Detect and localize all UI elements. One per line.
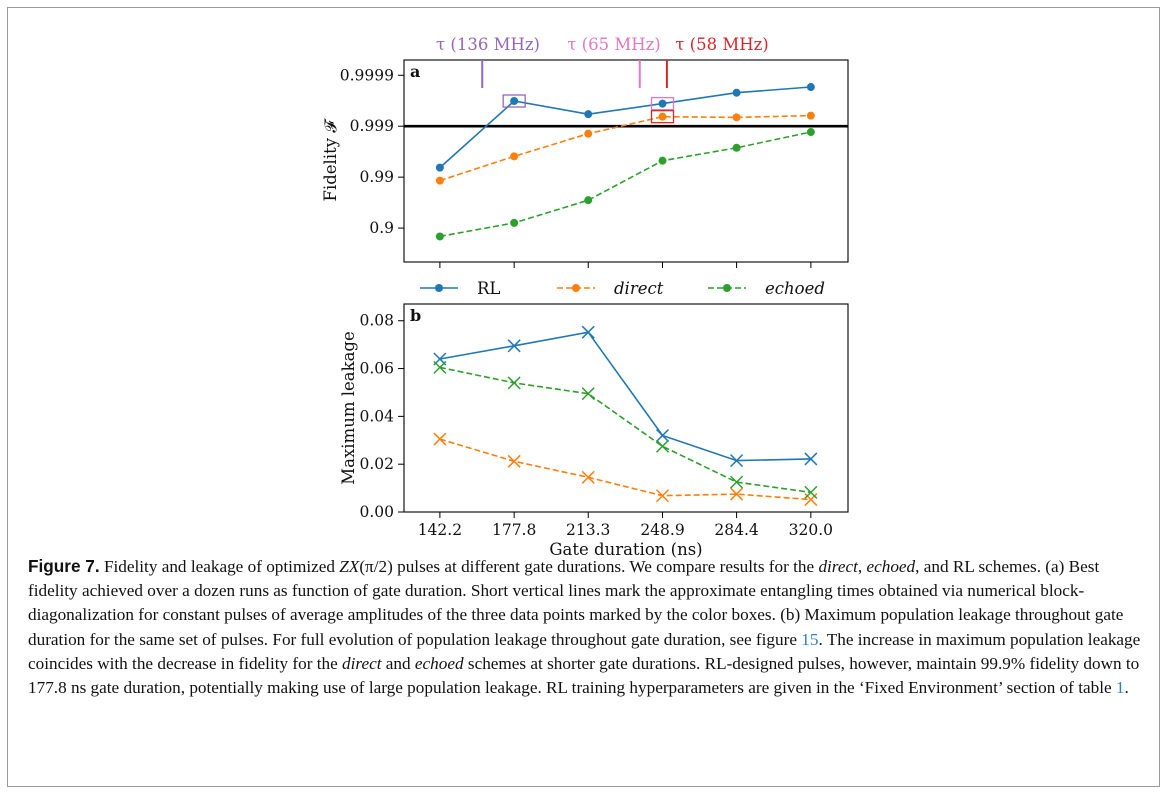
figure-caption: Figure 7. Fidelity and leakage of optimi… — [28, 554, 1143, 700]
panel-a-echoed-point — [658, 156, 667, 165]
caption-text-8: . — [1124, 678, 1129, 698]
panel-a-series-echoed-line — [439, 131, 812, 238]
panel-b-echoed-marker — [581, 387, 595, 401]
panel-a-RL-point — [584, 110, 593, 119]
tau-marker-label: τ (136 MHz) — [436, 35, 540, 54]
panel-b-series-RL-line — [439, 331, 811, 462]
legend-marker-RL — [435, 284, 443, 292]
figure-frame — [7, 7, 1160, 787]
tau-marker-label: τ (58 MHz) — [675, 35, 768, 54]
panel-b-echoed-marker — [433, 360, 447, 374]
figure-svg: a 0.9 0.99 0.999 0.9999 Fidelity 𝓕 τ (136 MHz)… — [321, 35, 849, 559]
panel-b-x-tick-label: 248.9 — [640, 521, 684, 539]
tau-marker-label: τ (65 MHz) — [567, 35, 660, 54]
highlight-box — [502, 94, 526, 108]
panel-a-direct-point — [435, 176, 444, 185]
caption-text-1: Fidelity and leakage of optimized — [99, 557, 340, 576]
panel-b-RL-marker — [730, 454, 744, 468]
panel-b-RL-marker — [507, 339, 521, 353]
panel-a-y-tick-label: 0.9 — [369, 219, 394, 237]
panel-a-direct-point — [584, 129, 593, 138]
panel-b-x-tick-label: 213.3 — [566, 521, 610, 539]
panel-b-direct-marker — [581, 470, 595, 484]
caption-text-2: (π/2) pulses at different gate durations… — [359, 557, 819, 576]
panel-b-echoed-marker — [730, 475, 744, 489]
panel-b-x-tick-label: 320.0 — [789, 521, 833, 539]
panel-a-y-axis-label: Fidelity 𝓕 — [321, 117, 340, 202]
panel-b-echoed-marker — [507, 376, 521, 390]
panel-b-y-axis-label: Maximum leakage — [339, 331, 358, 485]
caption-direct-2: direct — [342, 653, 382, 673]
panel-a-series-RL-line — [439, 86, 811, 169]
panel-b-y-tick-label: 0.02 — [359, 455, 394, 473]
panel-b-x-tick-label: 142.2 — [418, 521, 462, 539]
panel-a-RL-point — [510, 97, 519, 106]
highlight-box — [650, 110, 675, 124]
caption-zx: ZX — [339, 557, 360, 576]
panel-a-RL-point — [732, 88, 741, 97]
highlight-box — [650, 96, 675, 111]
caption-label: Figure 7. — [28, 556, 100, 576]
panel-b-RL-marker — [655, 428, 670, 443]
panel-b-label: b — [410, 306, 421, 325]
caption-text-6: and — [381, 653, 415, 673]
panel-a-direct-point — [732, 113, 741, 122]
legend-label-echoed: echoed — [765, 279, 825, 298]
panel-b-RL-marker — [581, 325, 595, 339]
panel-a-y-tick-label: 0.99 — [359, 168, 394, 186]
panel-a-y-tick-label: 0.999 — [350, 117, 394, 135]
panel-b-axes-frame — [403, 303, 849, 513]
panel-b-direct-marker — [433, 432, 447, 446]
figure-15-link[interactable]: 15 — [801, 629, 819, 649]
panel-b-direct-marker — [655, 489, 670, 503]
panel-b-y-tick-label: 0.04 — [359, 407, 394, 425]
legend-marker-echoed — [723, 284, 731, 292]
table-1-link[interactable]: 1 — [1115, 678, 1125, 698]
panel-a-echoed-point — [806, 128, 815, 137]
panel-b-direct-marker — [730, 487, 744, 501]
panel-a-direct-point — [510, 152, 519, 161]
caption-direct: direct — [818, 557, 858, 576]
panel-b-y-tick-label: 0.06 — [359, 360, 394, 378]
panel-a-RL-point — [806, 83, 815, 92]
panel-b-direct-marker — [507, 454, 521, 468]
panel-b-y-tick-label: 0.00 — [359, 503, 394, 521]
caption-text-3: , — [857, 557, 867, 576]
caption-text-5: . The increase in maximum population lea… — [28, 629, 1141, 673]
panel-b-RL-marker — [804, 452, 818, 466]
panel-a-direct-point — [806, 111, 815, 120]
panel-a-direct-point — [658, 112, 667, 121]
legend-label-RL: RL — [477, 279, 500, 298]
legend-label-direct: direct — [614, 279, 664, 298]
panel-a-echoed-point — [435, 232, 444, 241]
panel-b-y-tick-label: 0.08 — [359, 312, 394, 330]
panel-a-y-tick-label: 0.9999 — [340, 66, 394, 84]
caption-echoed: echoed — [866, 557, 916, 576]
panel-b-echoed-marker — [655, 439, 670, 453]
panel-a-RL-point — [435, 163, 444, 172]
panel-a-echoed-point — [584, 196, 593, 205]
panel-b-series-echoed-line — [439, 366, 812, 494]
panel-a-echoed-point — [732, 143, 741, 152]
panel-b-series-direct-line — [439, 438, 811, 501]
panel-a-RL-point — [658, 99, 667, 108]
caption-text-7: schemes at shorter gate durations. RL-de… — [28, 653, 1140, 698]
panel-a-label: a — [410, 62, 420, 81]
panel-a-axes-frame — [403, 59, 849, 263]
panel-b-echoed-marker — [804, 485, 818, 499]
panel-a-series-direct-line — [439, 114, 811, 182]
panel-b-x-tick-label: 177.8 — [492, 521, 536, 539]
panel-a-echoed-point — [510, 218, 519, 227]
panel-b-x-tick-label: 284.4 — [714, 521, 759, 539]
legend-marker-direct — [572, 284, 580, 292]
panel-b-x-axis-label: Gate duration (ns) — [549, 540, 702, 559]
caption-text-4: , and RL schemes. (a) Best fidelity achi… — [28, 557, 1124, 649]
caption-echoed-2: echoed — [414, 653, 464, 673]
